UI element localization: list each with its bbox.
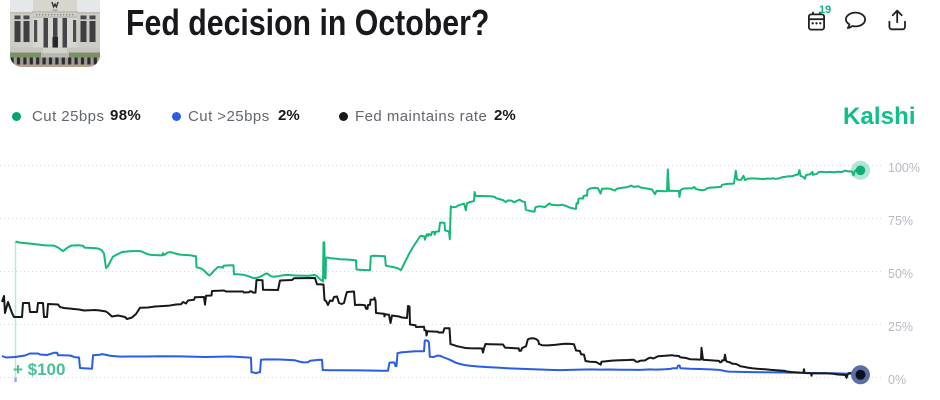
svg-text:25%: 25% (888, 320, 913, 334)
svg-text:0%: 0% (888, 373, 906, 387)
svg-text:19: 19 (819, 4, 831, 16)
svg-text:75%: 75% (888, 214, 913, 228)
svg-text:100%: 100% (888, 161, 920, 175)
svg-text:50%: 50% (888, 267, 913, 281)
